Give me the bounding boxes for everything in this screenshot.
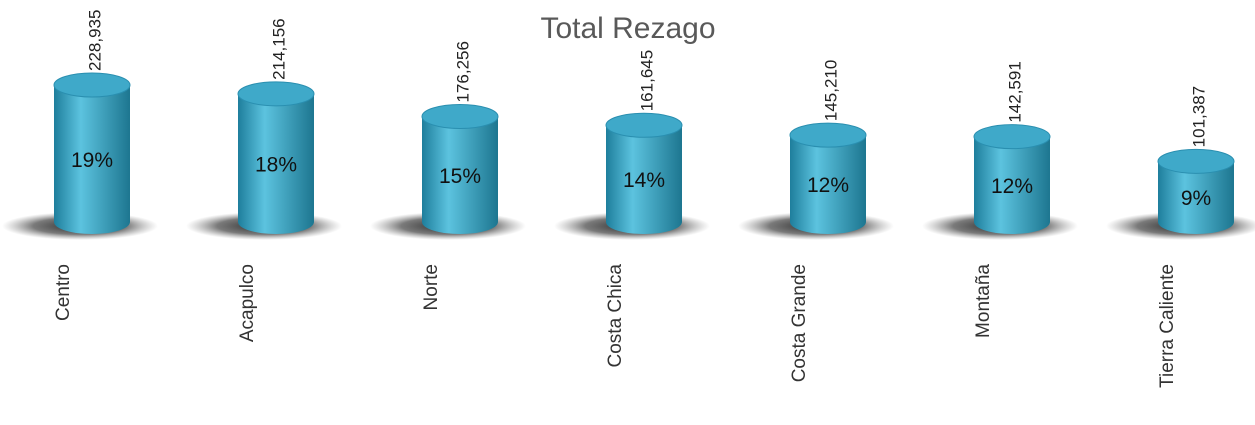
- x-tick-label: Tierra Caliente: [1157, 264, 1178, 388]
- chart-title: Total Rezago: [540, 12, 715, 45]
- bar: [237, 81, 315, 235]
- x-tick-label: Norte: [421, 264, 442, 310]
- bar-body: [974, 136, 1050, 234]
- bar-body: [422, 116, 498, 234]
- value-label: 176,256: [453, 41, 472, 102]
- bar-top: [53, 72, 131, 98]
- x-tick-label: Costa Grande: [789, 264, 810, 382]
- share-label: 19%: [71, 149, 113, 172]
- bar-body: [238, 93, 314, 235]
- value-label: 101,387: [1189, 86, 1208, 147]
- value-label: 228,935: [85, 10, 104, 71]
- bar-body: [54, 85, 130, 234]
- value-label: 145,210: [821, 60, 840, 121]
- bar: [1157, 148, 1235, 234]
- value-label: 161,645: [637, 50, 656, 111]
- bar: [421, 104, 499, 234]
- bar-top: [1157, 148, 1235, 174]
- bar-body: [1158, 161, 1234, 234]
- x-tick-label: Costa Chica: [605, 264, 626, 368]
- bar-top: [237, 81, 315, 107]
- x-tick-label: Acapulco: [237, 264, 258, 342]
- bar: [789, 122, 867, 234]
- share-label: 14%: [623, 169, 665, 192]
- share-label: 18%: [255, 153, 297, 176]
- bar: [605, 112, 683, 234]
- bar: [973, 124, 1051, 234]
- share-label: 9%: [1181, 187, 1211, 210]
- share-label: 12%: [807, 174, 849, 197]
- value-label: 142,591: [1005, 61, 1024, 122]
- share-label: 15%: [439, 165, 481, 188]
- bar-top: [789, 122, 867, 148]
- x-tick-label: Montaña: [973, 264, 994, 338]
- bar-body: [790, 135, 866, 234]
- value-label: 214,156: [269, 18, 288, 79]
- bar-top: [605, 112, 683, 138]
- bar: [53, 72, 131, 234]
- bar-top: [421, 104, 499, 130]
- bar-top: [973, 124, 1051, 150]
- share-label: 12%: [991, 175, 1033, 198]
- x-tick-label: Centro: [53, 264, 74, 321]
- bar-body: [606, 125, 682, 234]
